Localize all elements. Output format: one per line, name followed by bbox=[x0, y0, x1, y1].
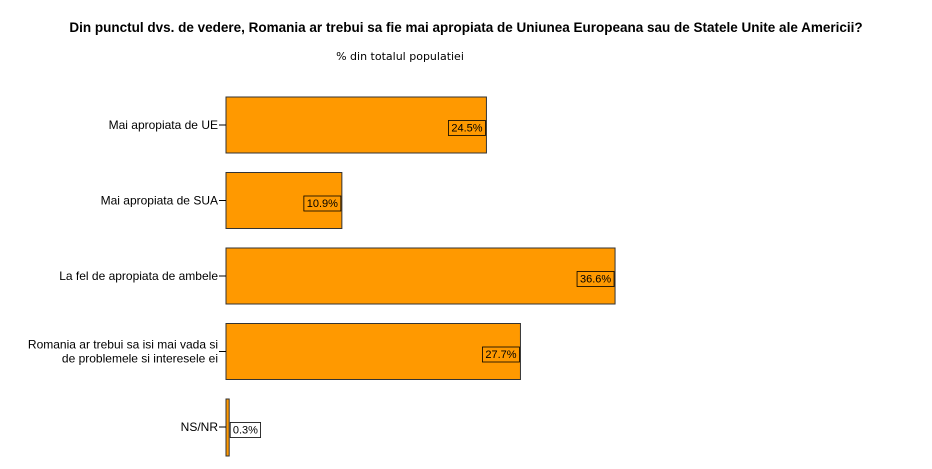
category-label-3-line-0: Romania ar trebui sa isi mai vada si bbox=[28, 338, 218, 352]
value-label-1: 10.9% bbox=[307, 198, 338, 210]
bar-4 bbox=[225, 398, 230, 457]
category-label-3-line-1: de problemele si interesele ei bbox=[62, 352, 218, 366]
value-label-4: 0.3% bbox=[233, 425, 258, 437]
value-label-box-2 bbox=[576, 271, 615, 287]
category-label-2: La fel de apropiata de ambele bbox=[59, 269, 218, 283]
bar-2 bbox=[225, 247, 616, 305]
value-label-2: 36.6% bbox=[580, 274, 611, 286]
category-label-4: NS/NR bbox=[181, 420, 219, 434]
bars-layer: Mai apropiata de UE 24.5% Mai apropiata de… bbox=[28, 96, 616, 457]
value-label-box-3 bbox=[482, 346, 520, 363]
chart-title: Din punctul dvs. de vedere, Romania ar t… bbox=[69, 20, 863, 35]
value-label-3: 27.7% bbox=[485, 349, 516, 361]
bar-3 bbox=[225, 323, 521, 380]
value-label-box-0 bbox=[448, 120, 486, 136]
chart-subtitle: % din totalul populatiei bbox=[336, 50, 464, 63]
bar-0 bbox=[225, 96, 487, 154]
value-label-box-1 bbox=[303, 195, 342, 212]
value-label-0: 24.5% bbox=[451, 123, 482, 135]
bar-1 bbox=[225, 172, 343, 229]
category-label-0: Mai apropiata de UE bbox=[109, 118, 218, 132]
category-label-1: Mai apropiata de SUA bbox=[101, 194, 218, 208]
value-label-box-4 bbox=[229, 422, 261, 438]
